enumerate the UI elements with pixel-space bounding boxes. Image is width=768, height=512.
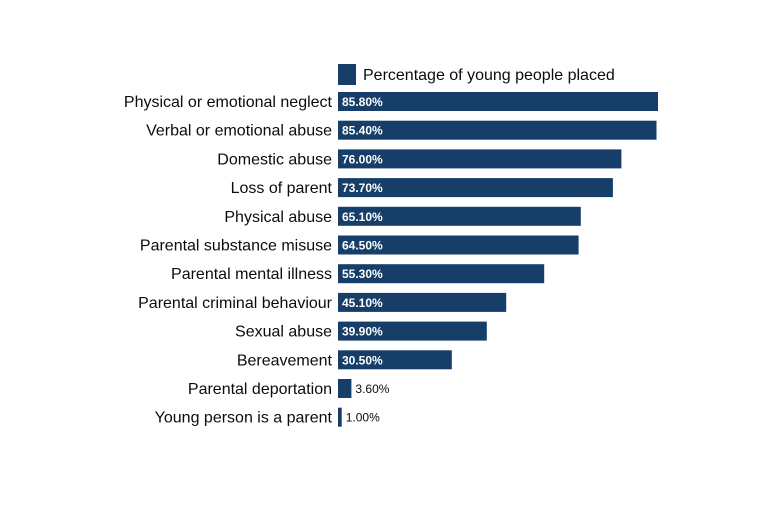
category-labels: Physical or emotional neglect Verbal or e… xyxy=(124,94,333,427)
value-label-1: 85.40% xyxy=(342,124,383,138)
value-labels: 85.80% 85.40% 76.00% 73.70% 65.10% 64.50% 55.3… xyxy=(342,95,390,425)
category-label-8: Sexual abuse xyxy=(235,324,332,341)
value-label-9: 30.50% xyxy=(342,353,383,367)
legend-swatch xyxy=(338,64,356,85)
value-label-8: 39.90% xyxy=(342,325,383,339)
bars-group xyxy=(338,92,658,427)
value-label-3: 73.70% xyxy=(342,181,383,195)
bar-3 xyxy=(338,178,613,198)
category-label-9: Bereavement xyxy=(237,352,333,369)
value-label-10: 3.60% xyxy=(355,382,389,396)
category-label-6: Parental mental illness xyxy=(171,266,332,283)
value-label-11: 1.00% xyxy=(346,411,380,425)
value-label-7: 45.10% xyxy=(342,296,383,310)
value-label-2: 76.00% xyxy=(342,152,383,166)
value-label-4: 65.10% xyxy=(342,210,383,224)
bar-5 xyxy=(338,235,579,255)
category-label-7: Parental criminal behaviour xyxy=(138,295,333,312)
legend-label: Percentage of young people placed xyxy=(363,67,615,84)
bar-10 xyxy=(338,379,352,398)
bar-9 xyxy=(338,350,452,370)
value-label-0: 85.80% xyxy=(342,95,383,109)
category-label-10: Parental deportation xyxy=(188,381,332,398)
category-label-4: Physical abuse xyxy=(224,209,332,226)
category-label-2: Domestic abuse xyxy=(217,151,332,168)
bar-11 xyxy=(338,407,342,427)
bar-1 xyxy=(338,120,657,140)
bar-6 xyxy=(338,264,545,284)
value-label-6: 55.30% xyxy=(342,267,383,281)
category-label-1: Verbal or emotional abuse xyxy=(146,123,332,140)
category-label-5: Parental substance misuse xyxy=(140,238,332,255)
category-label-3: Loss of parent xyxy=(231,180,333,197)
bar-2 xyxy=(338,149,622,169)
bar-7 xyxy=(338,292,507,312)
category-label-0: Physical or emotional neglect xyxy=(124,94,333,111)
bar-4 xyxy=(338,206,581,226)
value-label-5: 64.50% xyxy=(342,239,383,253)
bar-0 xyxy=(338,92,658,111)
category-label-11: Young person is a parent xyxy=(155,410,333,427)
bar-8 xyxy=(338,321,487,341)
legend: Percentage of young people placed xyxy=(338,64,615,85)
